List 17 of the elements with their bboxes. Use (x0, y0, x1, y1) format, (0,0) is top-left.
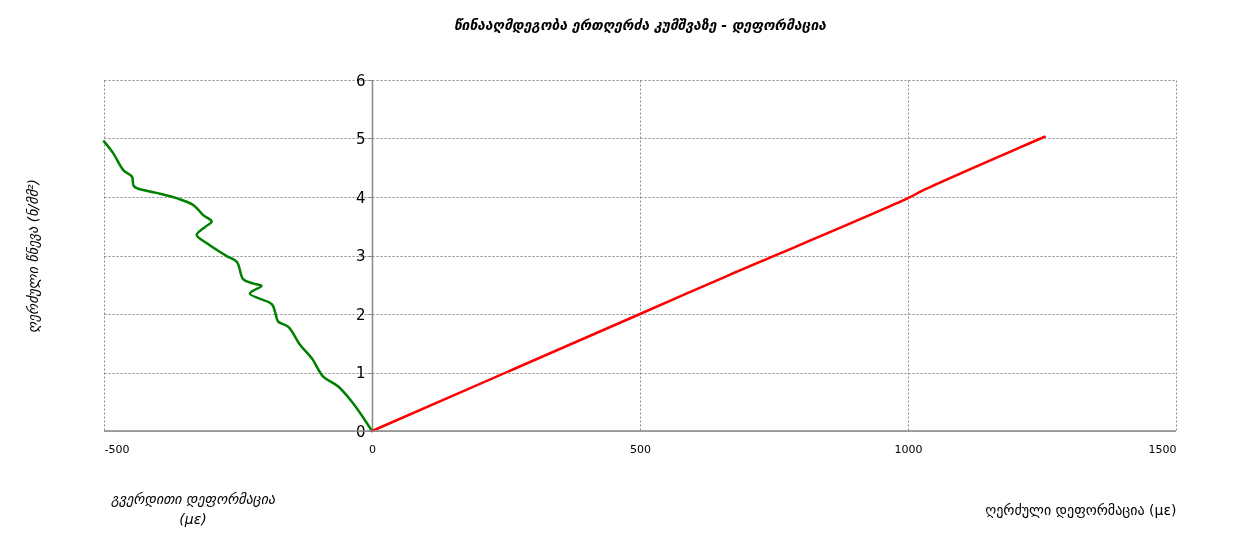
y-tick-label: 2 (355, 305, 366, 324)
chart-title: წინააღმდეგობა ერთღერძა კუმშვაზე - დეფორმაცია (453, 17, 827, 33)
y-tick-label: 1 (355, 364, 366, 382)
y-tick-label: 5 (355, 130, 366, 148)
y-tick-label: 3 (355, 247, 366, 265)
x-tick-label: 500 (630, 442, 651, 456)
x-axis-title: ღერძული დეფორმაცია (με) (985, 501, 1177, 518)
y-tick-label: 0 (355, 422, 366, 441)
x-tick-label: 1500 (1148, 442, 1177, 456)
y-tick-label: 4 (355, 188, 366, 207)
y-axis-title: ღერძული წნევა (ნ/მმ²) (24, 178, 41, 334)
x-tick-label: -500 (104, 442, 130, 456)
x-tick-label: 1000 (894, 442, 923, 456)
y-tick-label: 6 (355, 71, 366, 90)
text: გვერდითი დეფორმაცია (με) (110, 491, 276, 527)
line-series (370, 135, 1046, 433)
x-tick-label: 0 (369, 442, 376, 456)
